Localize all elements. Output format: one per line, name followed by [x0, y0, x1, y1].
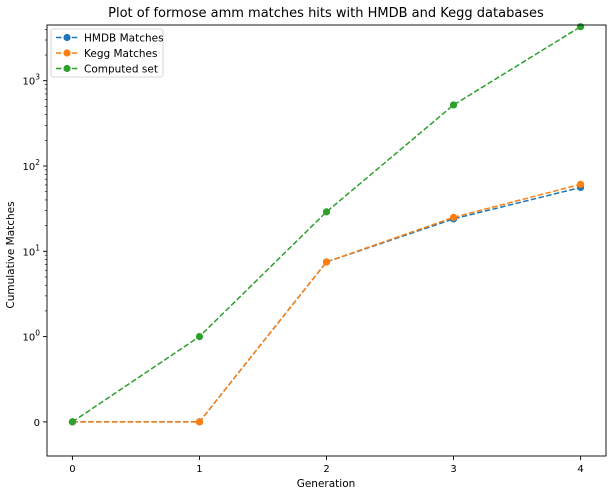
- series-line: [72, 186, 581, 423]
- legend-label: HMDB Matches: [84, 33, 164, 45]
- legend-label: Kegg Matches: [84, 48, 157, 60]
- axes-frame: [46, 24, 607, 457]
- legend-label: Computed set: [84, 64, 158, 76]
- series-line: [71, 26, 581, 423]
- series-1: [68, 180, 585, 426]
- data-point: [449, 213, 458, 221]
- y-tick-label: 103: [22, 73, 40, 88]
- data-point: [576, 23, 585, 31]
- legend: HMDB Matches Kegg Matches Computed set: [50, 28, 164, 78]
- legend-marker: [63, 33, 71, 42]
- y-tick-label: 101: [22, 243, 40, 258]
- chart-title: Plot of formose amm matches hits with HM…: [108, 6, 544, 21]
- plot-area: [68, 23, 585, 426]
- x-tick-label: 0: [69, 464, 75, 475]
- series-0: [68, 183, 585, 426]
- data-point: [322, 258, 331, 266]
- legend-box: [50, 28, 164, 78]
- data-point: [576, 180, 585, 188]
- y-axis-label: Cumulative Matches: [5, 201, 17, 308]
- data-point: [195, 332, 204, 341]
- data-point: [322, 208, 331, 216]
- x-tick-label: 4: [577, 464, 583, 475]
- legend-marker: [63, 49, 71, 57]
- y-tick-label: 102: [22, 158, 40, 173]
- legend-marker: [63, 64, 71, 73]
- data-point: [195, 418, 204, 426]
- legend-item-1: Kegg Matches: [56, 48, 157, 60]
- series-line: [72, 183, 581, 423]
- data-point: [449, 101, 458, 109]
- x-tick-label: 3: [450, 464, 456, 475]
- y-tick-label: 100: [22, 329, 40, 344]
- axes: 0 1 2 3 4 0 100 101 102 103: [22, 24, 607, 475]
- x-tick-label: 2: [323, 464, 329, 475]
- y-tick-label: 0: [34, 418, 40, 429]
- legend-item-2: Computed set: [56, 64, 158, 76]
- x-axis-label: Generation: [297, 478, 356, 490]
- data-point: [68, 418, 77, 426]
- legend-item-0: HMDB Matches: [56, 33, 164, 45]
- x-tick-label: 1: [196, 464, 202, 475]
- series-2: [68, 23, 585, 426]
